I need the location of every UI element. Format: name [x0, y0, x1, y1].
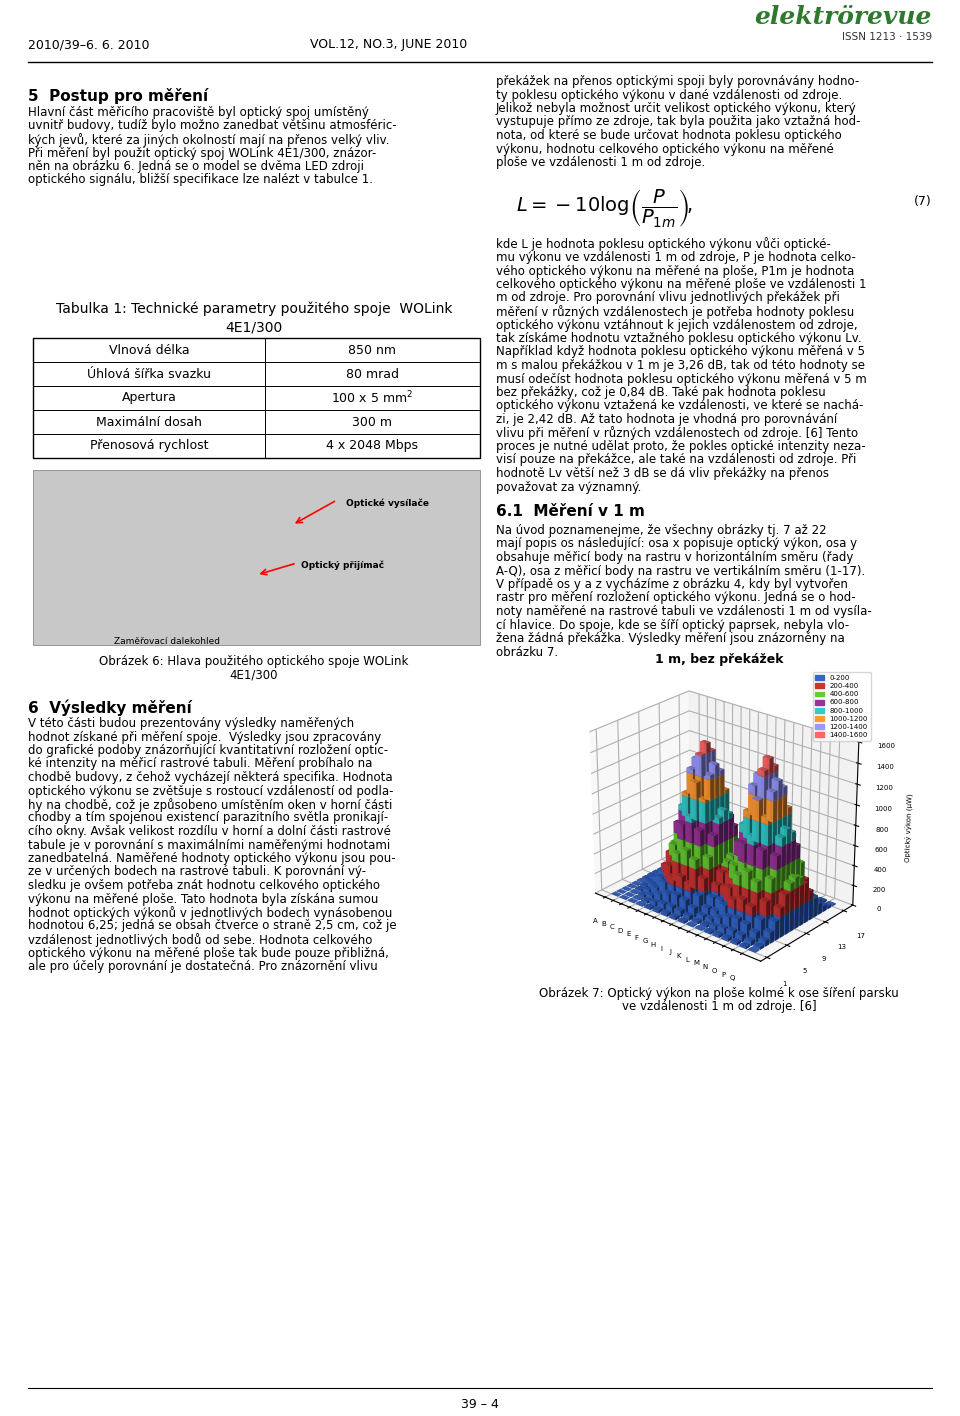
Text: Tabulka 1: Technické parametry použitého spoje  WOLink
4E1/300: Tabulka 1: Technické parametry použitého…	[56, 302, 452, 336]
Text: vého optického výkonu na měřené na ploše, P1m je hodnota: vého optického výkonu na měřené na ploše…	[496, 265, 854, 278]
Text: cí hlavice. Do spoje, kde se šíří optický paprsek, nebyla vlo-: cí hlavice. Do spoje, kde se šíří optick…	[496, 619, 850, 632]
Text: m s malou překážkou v 1 m je 3,26 dB, tak od této hodnoty se: m s malou překážkou v 1 m je 3,26 dB, ta…	[496, 360, 865, 372]
Text: proces je nutné udělat proto, že pokles optické intenzity neza-: proces je nutné udělat proto, že pokles …	[496, 440, 866, 453]
Bar	[33, 362, 480, 387]
Text: Zaměřovací dalekohled: Zaměřovací dalekohled	[114, 637, 220, 646]
Text: měření v různých vzdálenostech je potřeba hodnoty poklesu: měření v různých vzdálenostech je potřeb…	[496, 304, 854, 319]
Text: chodbě budovy, z čehož vycházejí některá specifika. Hodnota: chodbě budovy, z čehož vycházejí některá…	[28, 770, 393, 784]
Text: žena žádná překážka. Výsledky měření jsou znázorněny na: žena žádná překážka. Výsledky měření jso…	[496, 632, 845, 646]
Text: zi, je 2,42 dB. Až tato hodnota je vhodná pro porovnávání: zi, je 2,42 dB. Až tato hodnota je vhodn…	[496, 413, 837, 426]
Text: cího okny. Avšak velikost rozdílu v horní a dolní části rastrové: cího okny. Avšak velikost rozdílu v horn…	[28, 826, 391, 838]
Text: V případě os y a z vycházíme z obrázku 4, kdy byl vytvořen: V případě os y a z vycházíme z obrázku 4…	[496, 578, 848, 590]
Text: VOL.12, NO.3, JUNE 2010: VOL.12, NO.3, JUNE 2010	[310, 38, 468, 51]
Text: 6  Výsledky měření: 6 Výsledky měření	[28, 700, 192, 715]
Text: elektrörevue: elektrörevue	[755, 6, 932, 28]
Text: optického výkonu vztažená ke vzdálenosti, ve které se nachá-: optického výkonu vztažená ke vzdálenosti…	[496, 399, 863, 412]
Text: 850 nm: 850 nm	[348, 344, 396, 357]
Text: musí odečíst hodnota poklesu optického výkonu měřená v 5 m: musí odečíst hodnota poklesu optického v…	[496, 372, 867, 385]
Text: optického výkonu vztáhnout k jejich vzdálenostem od zdroje,: optického výkonu vztáhnout k jejich vzdá…	[496, 319, 857, 331]
Text: Obrázek 6: Hlava použitého optického spoje WOLink: Obrázek 6: Hlava použitého optického spo…	[99, 656, 409, 668]
Text: tabule je v porovnání s maximálními naměřenými hodnotami: tabule je v porovnání s maximálními namě…	[28, 838, 391, 851]
Text: ty poklesu optického výkonu v dané vzdálenosti od zdroje.: ty poklesu optického výkonu v dané vzdál…	[496, 88, 842, 102]
Text: výkonu na měřené ploše. Tato hodnota byla získána sumou: výkonu na měřené ploše. Tato hodnota byl…	[28, 892, 378, 905]
Text: visí pouze na překážce, ale také na vzdálenosti od zdroje. Při: visí pouze na překážce, ale také na vzdá…	[496, 453, 856, 466]
Text: hodnot získané při měření spoje.  Výsledky jsou zpracovány: hodnot získané při měření spoje. Výsledk…	[28, 731, 381, 743]
Text: 6.1  Měření v 1 m: 6.1 Měření v 1 m	[496, 504, 645, 520]
Bar	[33, 338, 480, 362]
Text: 4 x 2048 Mbps: 4 x 2048 Mbps	[326, 439, 419, 453]
Text: obsahuje měřicí body na rastru v horizontálním směru (řady: obsahuje měřicí body na rastru v horizon…	[496, 551, 853, 564]
Text: něn na obrázku 6. Jedná se o model se dvěma LED zdroji: něn na obrázku 6. Jedná se o model se dv…	[28, 160, 364, 173]
Text: vystupuje přímo ze zdroje, tak byla použita jako vztažná hod-: vystupuje přímo ze zdroje, tak byla použ…	[496, 116, 860, 129]
Text: kých jevů, které za jiných okolností mají na přenos velký vliv.: kých jevů, které za jiných okolností maj…	[28, 133, 390, 147]
Text: Hlavní část měřicího pracoviště byl optický spoj umístěný: Hlavní část měřicího pracoviště byl opti…	[28, 106, 369, 119]
Text: rastr pro měření rozložení optického výkonu. Jedná se o hod-: rastr pro měření rozložení optického výk…	[496, 592, 855, 605]
Bar	[33, 338, 480, 457]
Text: obrázku 7.: obrázku 7.	[496, 646, 558, 658]
Text: 80 mrad: 80 mrad	[346, 368, 399, 381]
Text: ale pro účely porovnání je dostatečná. Pro znázornění vlivu: ale pro účely porovnání je dostatečná. P…	[28, 960, 377, 973]
Text: $L = -10\log\!\left(\dfrac{P}{P_{1m}}\right)\!,$: $L = -10\log\!\left(\dfrac{P}{P_{1m}}\ri…	[516, 187, 693, 229]
Text: Obrázek 7: Optický výkon na ploše kolmé k ose šíření parsku: Obrázek 7: Optický výkon na ploše kolmé …	[540, 987, 899, 1000]
Text: chodby a tím spojenou existencí parazitního světla pronikají-: chodby a tím spojenou existencí parazitn…	[28, 811, 388, 824]
Text: ISSN 1213 · 1539: ISSN 1213 · 1539	[842, 33, 932, 42]
Text: Maximální dosah: Maximální dosah	[96, 415, 202, 429]
Text: Optické vysílače: Optické vysílače	[346, 498, 429, 507]
Text: Přenosová rychlost: Přenosová rychlost	[89, 439, 208, 453]
Text: 39 – 4: 39 – 4	[461, 1398, 499, 1410]
Text: tak získáme hodnotu vztažného poklesu optického výkonu Lv.: tak získáme hodnotu vztažného poklesu op…	[496, 331, 862, 346]
Text: Apertura: Apertura	[122, 391, 177, 405]
Text: Na úvod poznamenejme, že všechny obrázky tj. 7 až 22: Na úvod poznamenejme, že všechny obrázky…	[496, 524, 827, 537]
Legend: 0-200, 200-400, 400-600, 600-800, 800-1000, 1000-1200, 1200-1400, 1400-1600: 0-200, 200-400, 400-600, 600-800, 800-10…	[813, 673, 871, 741]
Text: optického výkonu na měřené ploše tak bude pouze přibližná,: optického výkonu na měřené ploše tak bud…	[28, 946, 389, 960]
Text: zanedbatelná. Naměřené hodnoty optického výkonu jsou pou-: zanedbatelná. Naměřené hodnoty optického…	[28, 852, 396, 865]
Text: ve vzdálenosti 1 m od zdroje. [6]: ve vzdálenosti 1 m od zdroje. [6]	[622, 1000, 816, 1012]
Text: Jelikož nebyla možnost určit velikost optického výkonu, který: Jelikož nebyla možnost určit velikost op…	[496, 102, 856, 115]
Text: do grafické podoby znázorňující kvantitativní rozložení optic-: do grafické podoby znázorňující kvantita…	[28, 743, 388, 758]
Text: ze v určených bodech na rastrové tabuli. K porovnání vý-: ze v určených bodech na rastrové tabuli.…	[28, 865, 366, 878]
Text: A-Q), osa z měřicí body na rastru ve vertikálním směru (1-17).: A-Q), osa z měřicí body na rastru ve ver…	[496, 565, 865, 578]
Bar	[33, 470, 480, 646]
Text: 5  Postup pro měření: 5 Postup pro měření	[28, 88, 208, 103]
Text: Vlnová délka: Vlnová délka	[108, 344, 189, 357]
Text: 300 m: 300 m	[352, 415, 393, 429]
Text: m od zdroje. Pro porovnání vlivu jednotlivých překážek při: m od zdroje. Pro porovnání vlivu jednotl…	[496, 292, 840, 304]
Text: optického signálu, bližší specifikace lze nalézt v tabulce 1.: optického signálu, bližší specifikace lz…	[28, 174, 373, 187]
Text: mu výkonu ve vzdálenosti 1 m od zdroje, P je hodnota celko-: mu výkonu ve vzdálenosti 1 m od zdroje, …	[496, 251, 856, 263]
Text: hodnotou 6,25; jedná se obsah čtverce o straně 2,5 cm, což je: hodnotou 6,25; jedná se obsah čtverce o …	[28, 919, 396, 933]
Text: překážek na přenos optickými spoji byly porovnávány hodno-: překážek na přenos optickými spoji byly …	[496, 75, 859, 88]
Text: ké intenzity na měřicí rastrové tabuli. Měření probíhalo na: ké intenzity na měřicí rastrové tabuli. …	[28, 758, 372, 770]
Title: 1 m, bez překážek: 1 m, bez překážek	[655, 653, 783, 667]
Text: (7): (7)	[914, 195, 932, 208]
Text: 4E1/300: 4E1/300	[229, 668, 278, 681]
Text: hy na chodbě, což je způsobeno umístěním oken v horní části: hy na chodbě, což je způsobeno umístěním…	[28, 799, 393, 811]
Text: 2010/39–6. 6. 2010: 2010/39–6. 6. 2010	[28, 38, 150, 51]
Text: sledku je ovšem potřeba znát hodnotu celkového optického: sledku je ovšem potřeba znát hodnotu cel…	[28, 879, 380, 892]
Text: vzdálenost jednotlivých bodů od sebe. Hodnota celkového: vzdálenost jednotlivých bodů od sebe. Ho…	[28, 933, 372, 947]
Text: vlivu při měření v různých vzdálenostech od zdroje. [6] Tento: vlivu při měření v různých vzdálenostech…	[496, 426, 858, 440]
Text: mají popis os následující: osa x popisuje optický výkon, osa y: mají popis os následující: osa x popisuj…	[496, 538, 857, 551]
Text: noty naměřené na rastrové tabuli ve vzdálenosti 1 m od vysíla-: noty naměřené na rastrové tabuli ve vzdá…	[496, 605, 872, 617]
Text: Při měření byl použit optický spoj WOLink 4E1/300, znázor-: Při měření byl použit optický spoj WOLin…	[28, 146, 376, 160]
Bar	[33, 433, 480, 457]
Bar	[33, 387, 480, 411]
Text: výkonu, hodnotu celkového optického výkonu na měřené: výkonu, hodnotu celkového optického výko…	[496, 143, 833, 156]
Text: V této části budou prezentovány výsledky naměřených: V této části budou prezentovány výsledky…	[28, 716, 354, 731]
Text: hodnotě Lv větší než 3 dB se dá vliv překážky na přenos: hodnotě Lv větší než 3 dB se dá vliv pře…	[496, 467, 829, 480]
Text: celkového optického výkonu na měřené ploše ve vzdálenosti 1: celkového optického výkonu na měřené plo…	[496, 278, 867, 292]
Text: uvnitř budovy, tudíž bylo možno zanedbat většinu atmosféric-: uvnitř budovy, tudíž bylo možno zanedbat…	[28, 119, 396, 133]
Text: optického výkonu se zvětšuje s rostoucí vzdáleností od podla-: optického výkonu se zvětšuje s rostoucí …	[28, 784, 394, 797]
Text: považovat za významný.: považovat za významný.	[496, 480, 641, 494]
Text: bez překážky, což je 0,84 dB. Také pak hodnota poklesu: bez překážky, což je 0,84 dB. Také pak h…	[496, 387, 826, 399]
Text: Například když hodnota poklesu optického výkonu měřená v 5: Například když hodnota poklesu optického…	[496, 346, 865, 358]
Text: ploše ve vzdálenosti 1 m od zdroje.: ploše ve vzdálenosti 1 m od zdroje.	[496, 156, 706, 169]
Text: Optický přijímač: Optický přijímač	[301, 559, 384, 569]
Text: nota, od které se bude určovat hodnota poklesu optického: nota, od které se bude určovat hodnota p…	[496, 129, 842, 142]
Text: kde L je hodnota poklesu optického výkonu vůči optické-: kde L je hodnota poklesu optického výkon…	[496, 238, 830, 252]
Text: 100 x 5 mm$^2$: 100 x 5 mm$^2$	[331, 389, 414, 406]
Bar	[33, 411, 480, 433]
Text: hodnot optických výkonů v jednotlivých bodech vynásobenou: hodnot optických výkonů v jednotlivých b…	[28, 906, 393, 920]
Text: Úhlová šířka svazku: Úhlová šířka svazku	[87, 368, 211, 381]
